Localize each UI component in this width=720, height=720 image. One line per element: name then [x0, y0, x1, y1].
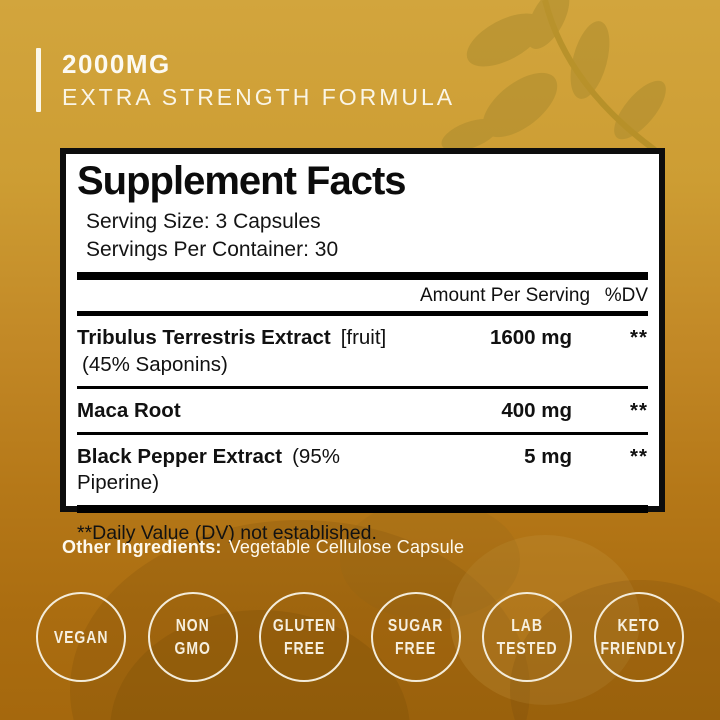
- badge-gluten-free: GLUTEN FREE: [259, 592, 350, 682]
- amount-per-serving-header: Amount Per Serving: [420, 285, 591, 307]
- divider-thin: [77, 432, 648, 436]
- serving-size: Serving Size: 3 Capsules: [86, 210, 321, 233]
- feature-badges: VEGAN NON GMO GLUTEN FREE SUGAR FREE LA: [36, 592, 684, 682]
- ingredient-name: Tribulus Terrestris Extract [fruit] (45% …: [77, 325, 420, 377]
- product-header: 2000MG EXTRA STRENGTH FORMULA: [36, 48, 455, 113]
- ingredient-dv: **: [630, 445, 648, 469]
- other-ingredients: Other Ingredients: Vegetable Cellulose Ca…: [62, 537, 464, 558]
- ingredient-name-main: Maca Root: [77, 398, 181, 422]
- divider-thin: [77, 385, 648, 389]
- ingredient-dv: **: [630, 326, 648, 350]
- badge-line: GLUTEN: [272, 615, 336, 636]
- badge-line: NON: [175, 615, 210, 636]
- badge-label: KETO FRIENDLY: [601, 614, 677, 660]
- badge-label: GLUTEN FREE: [273, 614, 336, 660]
- ingredient-row-maca: Maca Root 400 mg **: [77, 389, 648, 432]
- formula-tagline: EXTRA STRENGTH FORMULA: [62, 83, 456, 110]
- divider-thick-top: [77, 272, 648, 281]
- ingredient-amount: 1600 mg: [489, 326, 572, 350]
- header-titles: 2000MG EXTRA STRENGTH FORMULA: [62, 48, 455, 112]
- badge-label: LAB TESTED: [497, 614, 558, 660]
- badge-line: TESTED: [496, 638, 558, 658]
- ingredient-name: Maca Root: [77, 398, 420, 424]
- ingredient-row-black-pepper: Black Pepper Extract (95% Piperine) 5 mg …: [77, 435, 648, 504]
- ingredient-dv: **: [630, 398, 648, 422]
- badge-line: FREE: [395, 638, 437, 658]
- badge-vegan: VEGAN: [36, 592, 126, 682]
- ingredient-name-suffix: [fruit]: [340, 326, 387, 350]
- badge-line: KETO: [617, 615, 661, 636]
- ingredient-name-subline: (45% Saponins): [82, 352, 228, 376]
- badge-line: GMO: [174, 638, 211, 658]
- badge-keto-friendly: KETO FRIENDLY: [593, 592, 684, 682]
- badge-line: FRIENDLY: [600, 638, 678, 658]
- ingredient-name-main: Black Pepper Extract: [77, 445, 283, 469]
- divider-thick-bottom: [77, 504, 648, 513]
- accent-bar: [36, 48, 41, 113]
- ingredient-row-tribulus: Tribulus Terrestris Extract [fruit] (45% …: [77, 316, 648, 385]
- badge-lab-tested: LAB TESTED: [482, 592, 573, 682]
- other-ingredients-value: Vegetable Cellulose Capsule: [228, 537, 465, 557]
- badge-line: VEGAN: [53, 626, 109, 647]
- badge-sugar-free: SUGAR FREE: [370, 592, 461, 682]
- ingredient-amount: 5 mg: [524, 445, 572, 469]
- badge-non-gmo: NON GMO: [147, 592, 238, 682]
- badge-label: NON GMO: [174, 614, 210, 660]
- badge-line: SUGAR: [388, 615, 444, 636]
- ingredient-name-suffix: (95% Piperine): [77, 445, 340, 495]
- supplement-facts-panel: Supplement Facts Serving Size: 3 Capsule…: [60, 148, 665, 544]
- facts-title: Supplement Facts: [77, 159, 407, 203]
- ingredient-amount: 400 mg: [501, 398, 572, 422]
- dosage-title: 2000MG: [62, 49, 171, 79]
- divider-medium: [77, 311, 648, 317]
- dv-header: %DV: [604, 285, 648, 307]
- dv-footnote: **Daily Value (DV) not established.: [77, 521, 377, 544]
- ingredient-name: Black Pepper Extract (95% Piperine): [77, 444, 420, 496]
- badge-label: VEGAN: [54, 626, 109, 649]
- facts-column-header: Amount Per Serving %DV: [77, 280, 648, 311]
- badge-line: FREE: [283, 638, 325, 658]
- servings-per-container: Servings Per Container: 30: [86, 237, 339, 261]
- ingredient-name-main: Tribulus Terrestris Extract: [77, 326, 331, 350]
- other-ingredients-label: Other Ingredients:: [62, 537, 222, 557]
- badge-line: LAB: [511, 615, 544, 636]
- badge-label: SUGAR FREE: [388, 614, 443, 660]
